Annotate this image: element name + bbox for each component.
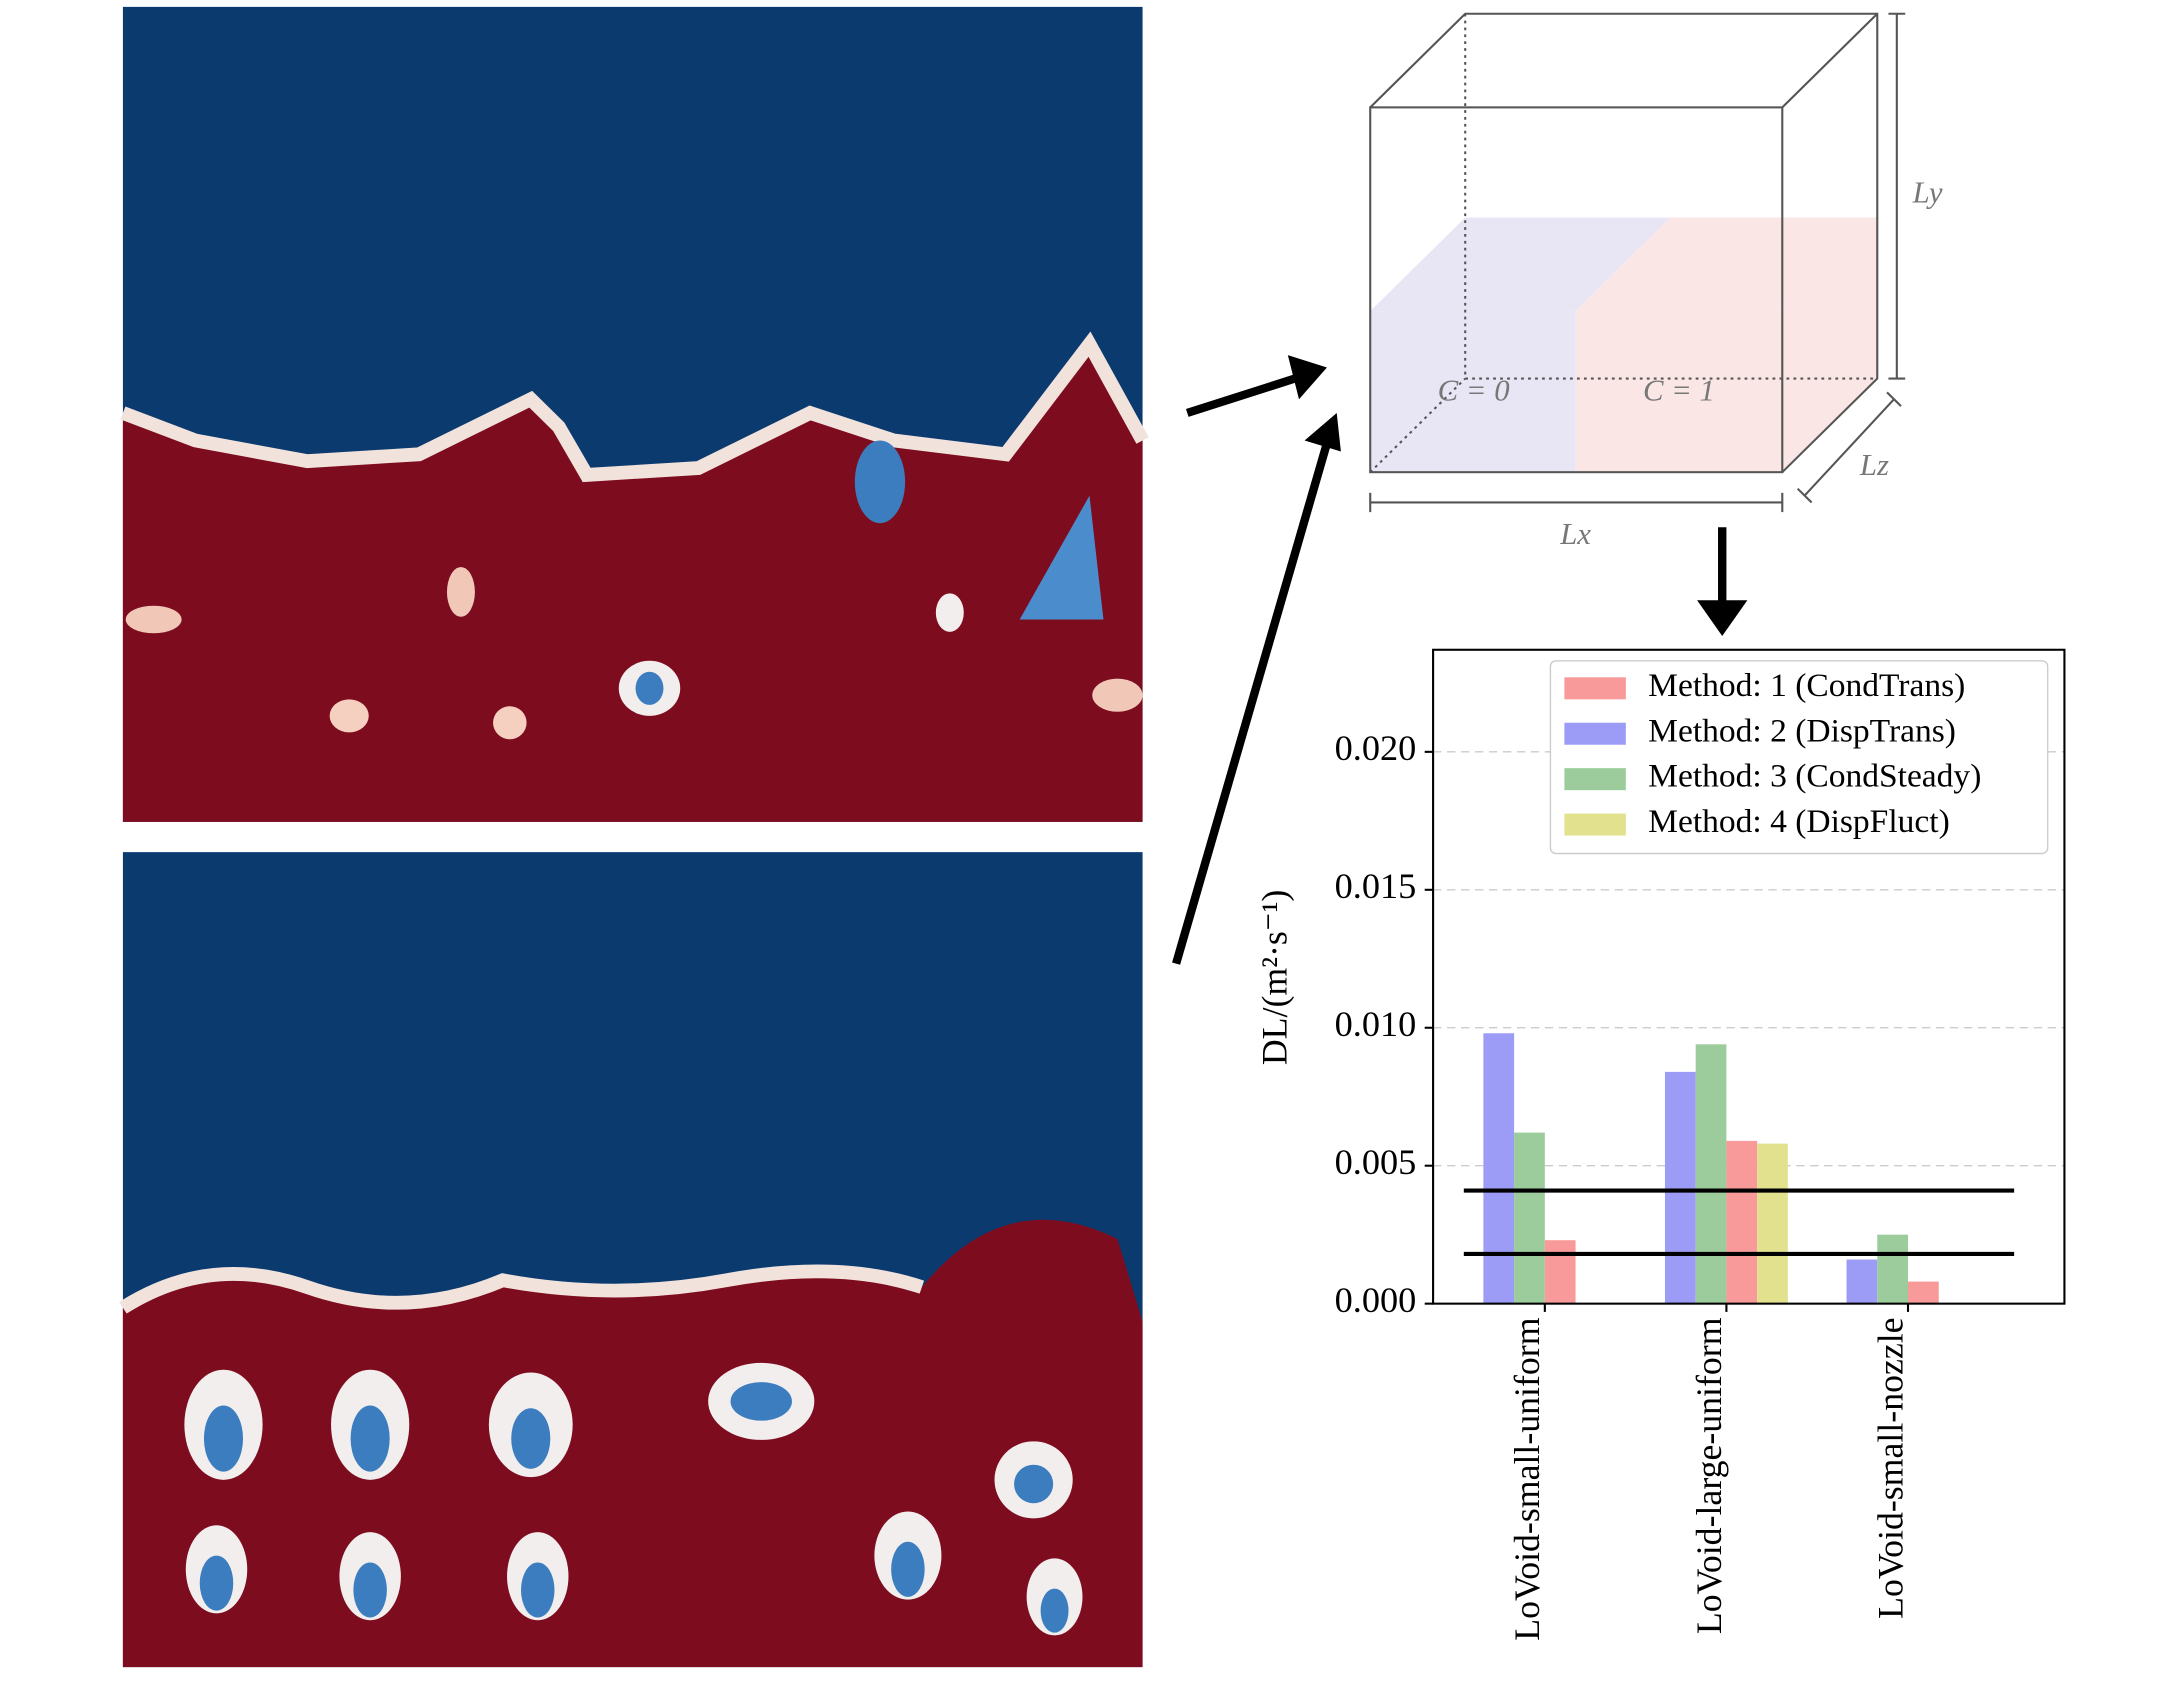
y-tick-label: 0.015 bbox=[1335, 866, 1417, 906]
bar bbox=[1757, 1143, 1788, 1304]
legend-label: Method: 3 (CondSteady) bbox=[1648, 758, 1981, 795]
bar bbox=[1664, 1071, 1696, 1304]
y-axis-label: DL/(m²·s⁻¹) bbox=[1254, 890, 1294, 1066]
bar bbox=[1907, 1281, 1939, 1304]
x-tick-label: LoVoid-small-uniform bbox=[1507, 1317, 1547, 1640]
bar bbox=[1514, 1132, 1545, 1304]
simulation-bottom bbox=[119, 852, 1143, 1668]
y-tick-label: 0.010 bbox=[1335, 1004, 1417, 1044]
diagram-label: C = 1 bbox=[1643, 374, 1715, 408]
arrows bbox=[1172, 355, 1748, 965]
diagram-label: C = 0 bbox=[1438, 374, 1510, 408]
y-tick-label: 0.020 bbox=[1335, 728, 1417, 768]
diagram-label: Lz bbox=[1859, 448, 1889, 482]
plot-frame bbox=[1432, 648, 2066, 1305]
y-tick-label: 0.005 bbox=[1335, 1142, 1417, 1182]
simulation-top bbox=[120, 6, 1149, 822]
bar bbox=[1695, 1044, 1727, 1304]
bar bbox=[1877, 1234, 1908, 1304]
legend-swatch bbox=[1564, 722, 1626, 745]
legend-label: Method: 1 (CondTrans) bbox=[1648, 667, 1965, 704]
diagram-label: Ly bbox=[1912, 176, 1943, 210]
legend-label: Method: 4 (DispFluct) bbox=[1648, 803, 1950, 840]
x-tick-label: LoVoid-large-uniform bbox=[1689, 1317, 1729, 1634]
bar bbox=[1483, 1033, 1515, 1304]
box-diagram bbox=[1369, 12, 1906, 513]
legend-label: Method: 2 (DispTrans) bbox=[1648, 713, 1956, 750]
bar bbox=[1544, 1240, 1576, 1304]
legend-swatch bbox=[1564, 768, 1626, 791]
x-tick-label: LoVoid-small-nozzle bbox=[1870, 1317, 1910, 1618]
bar bbox=[1846, 1259, 1878, 1304]
legend-swatch bbox=[1564, 677, 1626, 700]
legend-box bbox=[1549, 660, 2049, 855]
diagram-label: Lx bbox=[1559, 517, 1591, 551]
y-tick-label: 0.000 bbox=[1335, 1280, 1417, 1320]
legend-swatch bbox=[1564, 813, 1626, 836]
bar bbox=[1726, 1140, 1758, 1304]
